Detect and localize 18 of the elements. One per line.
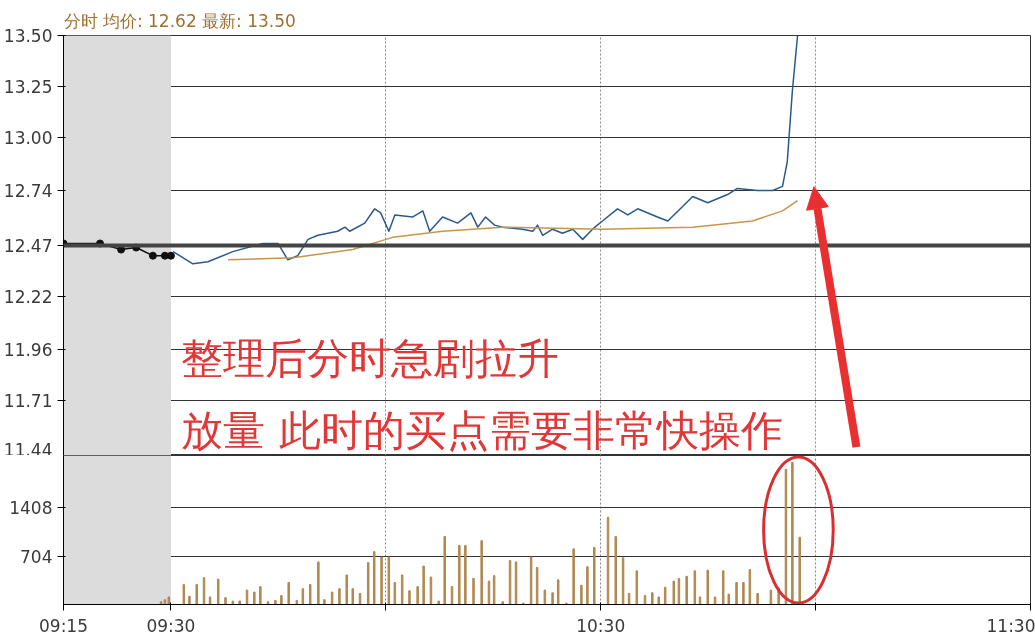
x-tick-label: 10:30 (576, 615, 626, 636)
y-tick-label: 11.71 (3, 390, 53, 411)
annotation: 整理后分时急剧拉升 (181, 334, 560, 384)
chart-title: 分时 均价: 12.62 最新: 13.50 (63, 10, 296, 31)
x-tick-label: 09:15 (39, 615, 88, 636)
x-tick-label: 09:30 (146, 615, 196, 636)
y-tick-label: 13.50 (3, 26, 53, 46)
y-tick-label: 11.96 (3, 339, 53, 360)
x-tick-label: 11:30 (986, 615, 1035, 636)
y-tick-label: 13.00 (3, 127, 53, 148)
y-tick-label: 12.47 (3, 236, 53, 256)
y-tick-label: 12.74 (3, 180, 53, 201)
y-tick-label: 13.25 (3, 76, 53, 97)
annotation: 放量 此时的买点需要非常快操作 (181, 405, 783, 455)
y-tick-label: 12.22 (3, 286, 53, 307)
y-tick-label: 704 (20, 546, 53, 567)
y-tick-label: 1408 (9, 498, 53, 519)
y-tick-label: 11.44 (3, 439, 53, 460)
